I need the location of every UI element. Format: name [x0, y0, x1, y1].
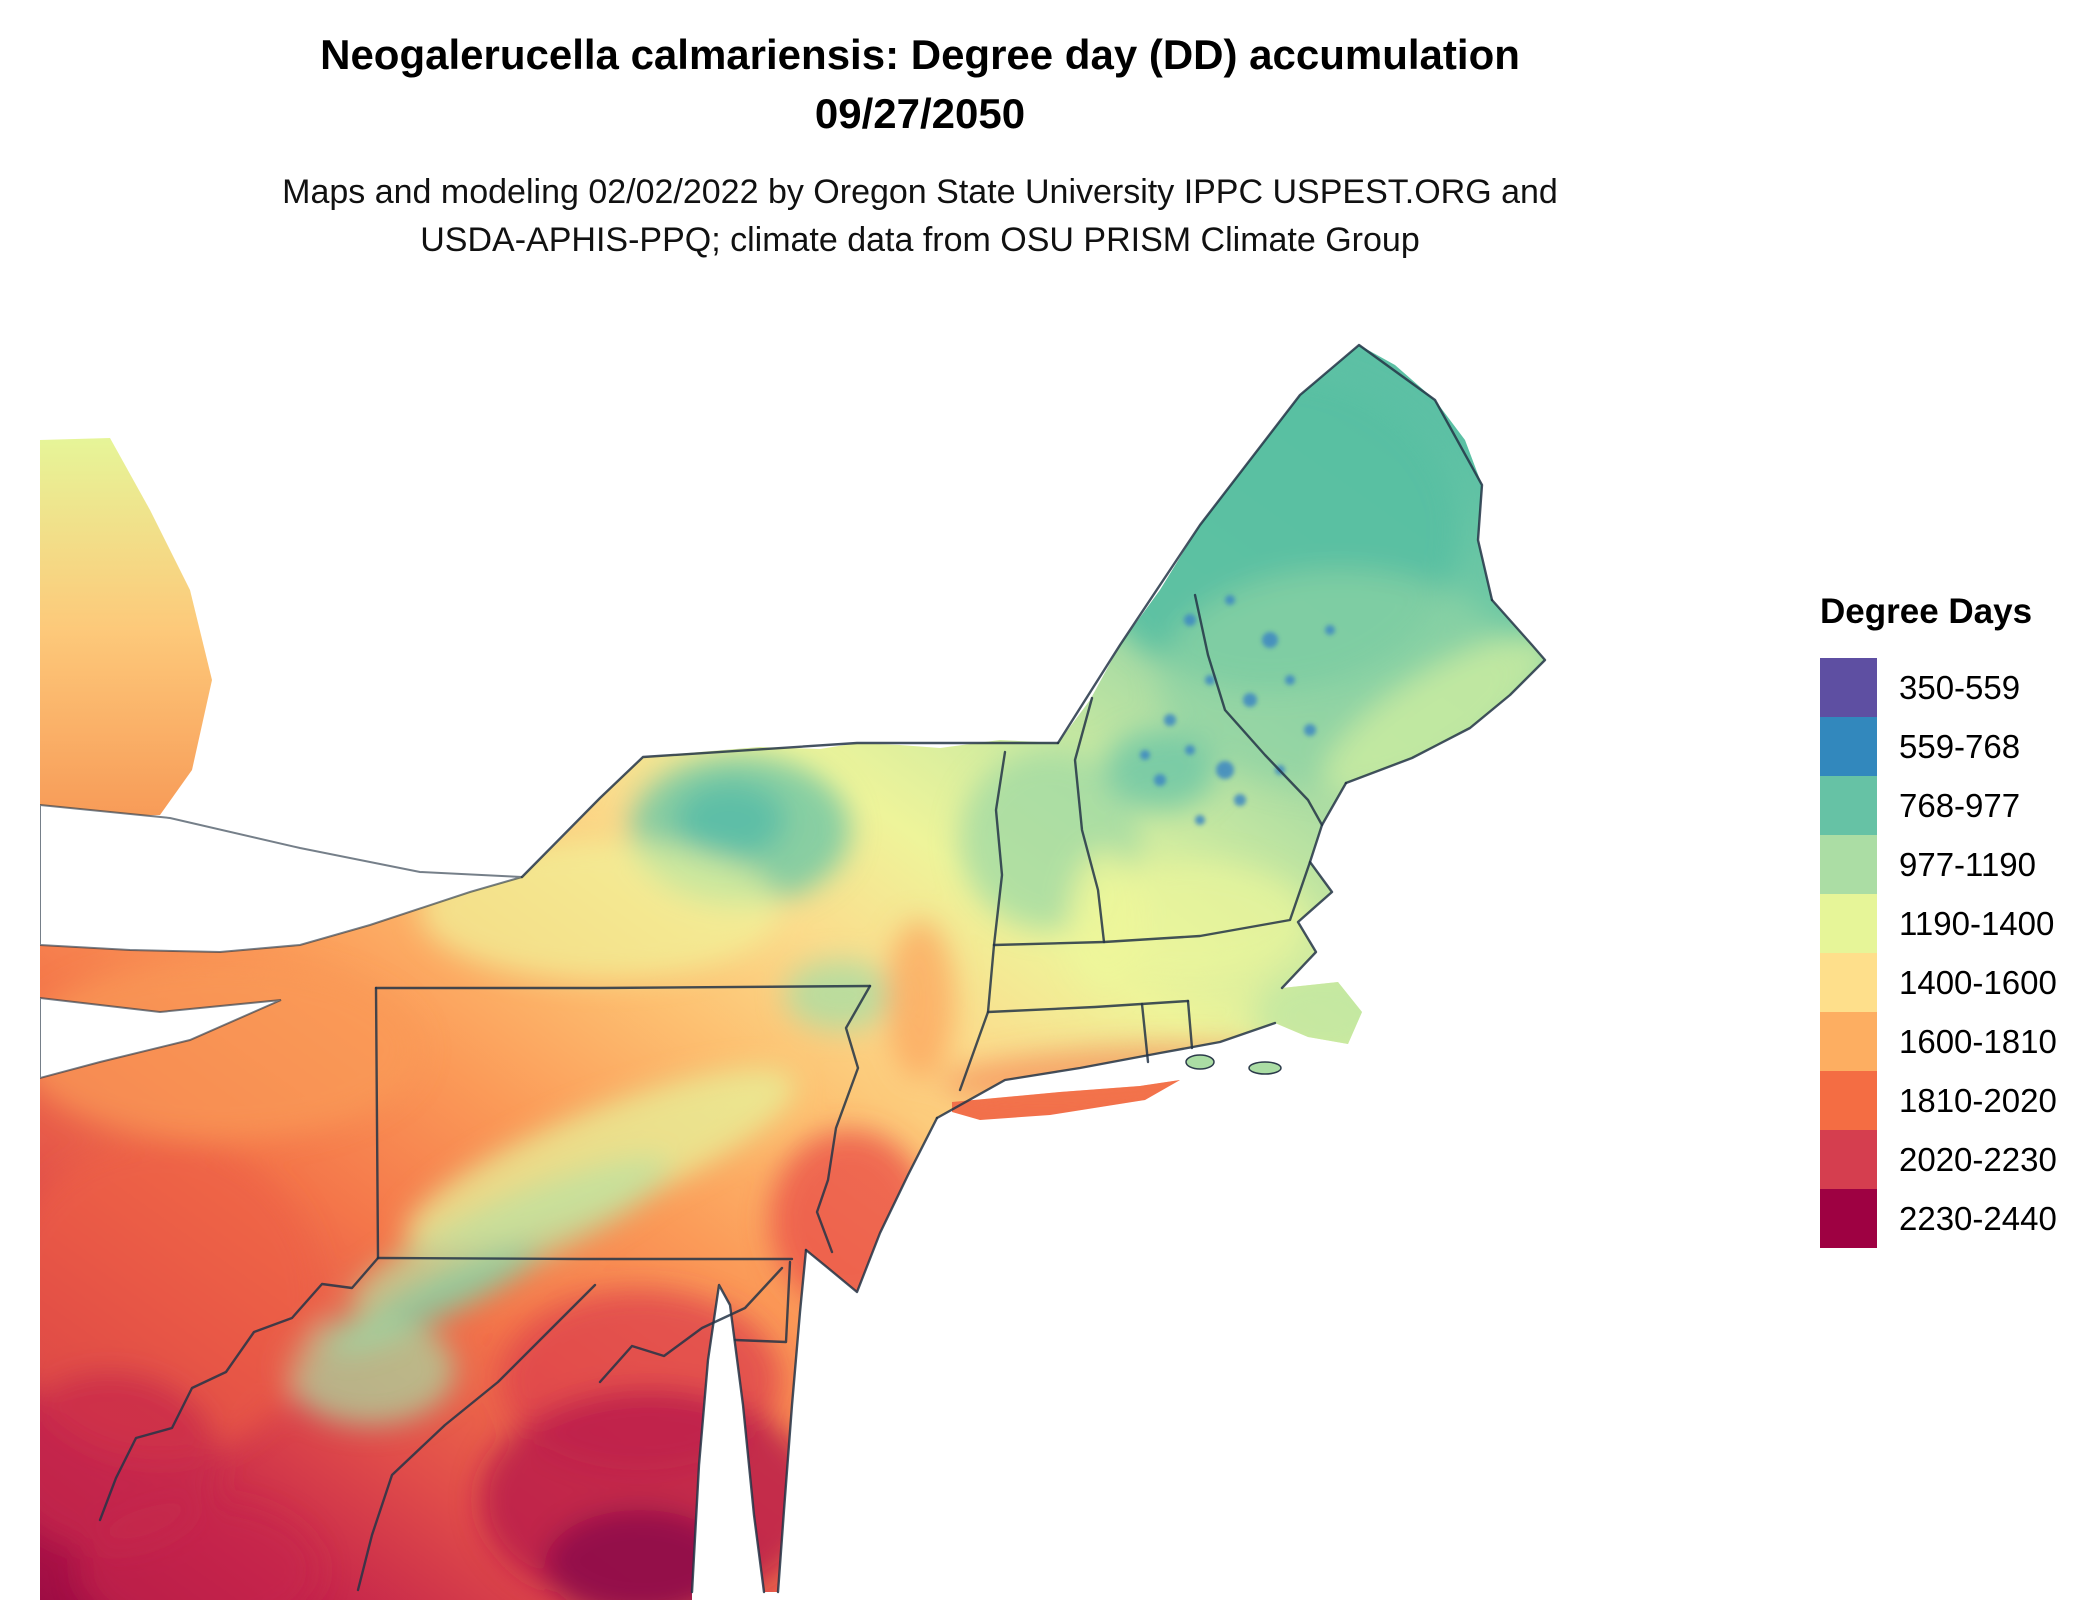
legend-swatch	[1820, 658, 1877, 717]
legend-swatch	[1820, 717, 1877, 776]
legend-entry: 559-768	[1820, 717, 2090, 776]
legend-swatch	[1820, 776, 1877, 835]
legend-swatch	[1820, 835, 1877, 894]
legend-entries: 350-559 559-768 768-977 977-1190 1190-1400 14…	[1820, 658, 2090, 1248]
legend-entry: 977-1190	[1820, 835, 2090, 894]
legend-entry: 768-977	[1820, 776, 2090, 835]
maine-cold-speckles	[1140, 595, 1335, 825]
figure-subtitle-line2: USDA-APHIS-PPQ; climate data from OSU PR…	[420, 220, 1420, 259]
legend-label: 559-768	[1899, 727, 2021, 765]
legend-label: 1810-2020	[1899, 1081, 2057, 1119]
legend-entry: 2020-2230	[1820, 1130, 2090, 1189]
figure-title-line1: Neogalerucella calmariensis: Degree day …	[320, 31, 1520, 78]
state-borders	[98, 343, 1547, 1594]
legend-entry: 2230-2440	[1820, 1189, 2090, 1248]
figure-title-date: 09/27/2050	[814, 89, 1026, 137]
region-ontario-canada	[40, 438, 212, 820]
lake-erie	[40, 996, 282, 1080]
legend-label: 977-1190	[1899, 845, 2037, 883]
coastal-islands	[1185, 1054, 1282, 1075]
legend-label: 350-559	[1899, 668, 2021, 706]
legend-label: 2230-2440	[1899, 1199, 2057, 1237]
legend-entry: 1600-1810	[1820, 1012, 2090, 1071]
legend-label: 2020-2230	[1899, 1140, 2057, 1178]
legend-entry: 1190-1400	[1820, 894, 2090, 953]
figure-subtitle: Maps and modeling 02/02/2022 by Oregon S…	[0, 168, 1840, 265]
figure-title: Neogalerucella calmariensis: Degree day …	[0, 26, 1840, 144]
figure-header: Neogalerucella calmariensis: Degree day …	[0, 26, 1840, 264]
legend-label: 1190-1400	[1899, 904, 2055, 942]
figure-subtitle-line1: Maps and modeling 02/02/2022 by Oregon S…	[282, 172, 1558, 211]
legend-swatch	[1820, 1130, 1877, 1189]
legend-swatch	[1820, 1012, 1877, 1071]
legend-label: 768-977	[1899, 786, 2021, 824]
legend-swatch	[1820, 1071, 1877, 1130]
legend: Degree Days 350-559 559-768 768-977 977-119…	[1820, 592, 2090, 1248]
legend-swatch	[1820, 953, 1877, 1012]
legend-label: 1600-1810	[1899, 1022, 2057, 1060]
climate-overlays	[40, 370, 1545, 1600]
lake-ontario	[40, 803, 523, 954]
legend-title: Degree Days	[1820, 592, 2033, 631]
legend-entry: 350-559	[1820, 658, 2090, 717]
legend-swatch	[1820, 1189, 1877, 1248]
legend-label: 1400-1600	[1899, 963, 2057, 1001]
legend-swatch	[1820, 894, 1877, 953]
legend-entry: 1400-1600	[1820, 953, 2090, 1012]
map-canvas	[40, 300, 1570, 1600]
degree-day-map	[40, 343, 1547, 1600]
legend-entry: 1810-2020	[1820, 1071, 2090, 1130]
